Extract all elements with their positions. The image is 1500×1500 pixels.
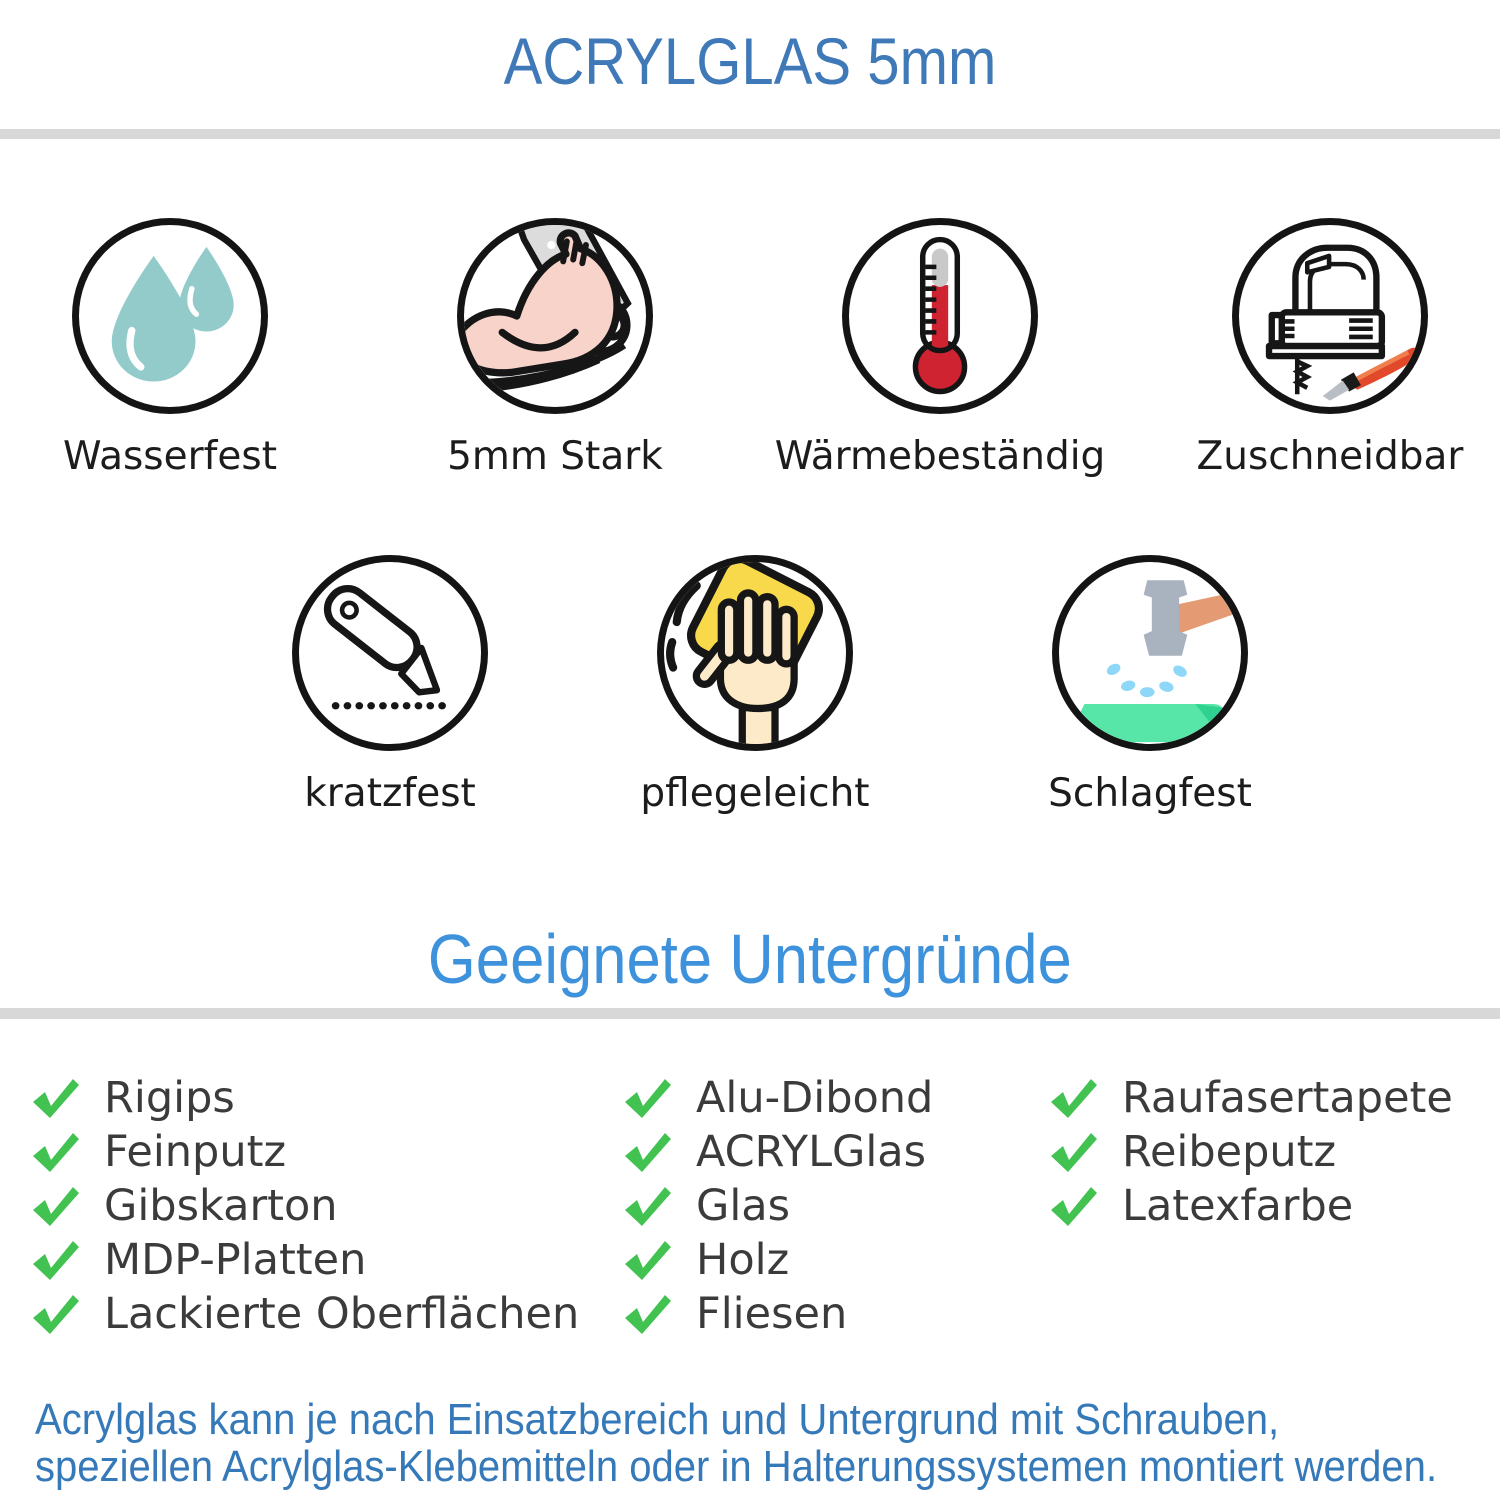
list-item-label: Reibeputz: [1122, 1127, 1337, 1177]
feature-wasserfest: Wasserfest: [0, 218, 340, 480]
feature-label: Wärmebeständig: [774, 434, 1106, 479]
list-item: Alu-Dibond: [622, 1071, 933, 1125]
checkmark-icon: [1051, 1079, 1097, 1118]
list-item: Fliesen: [622, 1287, 933, 1341]
checkmark-icon: [625, 1187, 671, 1226]
checkmark-icon: [625, 1241, 671, 1280]
feature-label: Schlagfest: [1048, 771, 1252, 816]
footer-line-1: Acrylglas kann je nach Einsatzbereich un…: [35, 1395, 1280, 1444]
list-item-label: Lackierte Oberflächen: [104, 1289, 580, 1339]
feature-label: 5mm Stark: [447, 434, 663, 479]
list-item: Lackierte Oberflächen: [30, 1287, 579, 1341]
list-item-label: ACRYLGlas: [696, 1127, 927, 1177]
feature-zuschneidbar: Zuschneidbar: [1160, 218, 1500, 480]
page-title-text: ACRYLGLAS 5mm: [503, 24, 997, 98]
divider-bottom: [0, 1008, 1500, 1019]
jigsaw-icon: [1232, 218, 1428, 414]
checkmark-icon: [625, 1295, 671, 1334]
utility-knife-icon: [292, 555, 488, 751]
checkmark-icon: [625, 1079, 671, 1118]
muscle-arm-icon: [457, 218, 653, 414]
list-item: Reibeputz: [1048, 1125, 1453, 1179]
list-item: MDP-Platten: [30, 1233, 579, 1287]
feature-label: pflegeleicht: [640, 771, 870, 816]
list-item: Latexfarbe: [1048, 1179, 1453, 1233]
list-item-label: Glas: [696, 1181, 791, 1231]
feature-pflegeleicht: pflegeleicht: [585, 555, 925, 817]
list-item: Glas: [622, 1179, 933, 1233]
list-item: Rigips: [30, 1071, 579, 1125]
hammer-icon: [1052, 555, 1248, 751]
list-item: Holz: [622, 1233, 933, 1287]
feature-schlagfest: Schlagfest: [980, 555, 1320, 817]
feature-label: Wasserfest: [63, 434, 277, 479]
footer-note: Acrylglas kann je nach Einsatzbereich un…: [35, 1396, 1500, 1490]
list-item: ACRYLGlas: [622, 1125, 933, 1179]
list-item-label: Latexfarbe: [1122, 1181, 1354, 1231]
feature-kratzfest: kratzfest: [220, 555, 560, 817]
page-title: ACRYLGLAS 5mm: [0, 24, 1500, 98]
section-title-substrates: Geeignete Untergründe: [0, 916, 1500, 1002]
list-item-label: Feinputz: [104, 1127, 287, 1177]
cleaning-hand-icon: [657, 555, 853, 751]
list-item-label: Rigips: [104, 1073, 235, 1123]
footer-line-2: speziellen Acrylglas-Klebemitteln oder i…: [35, 1442, 1438, 1491]
checkmark-icon: [33, 1187, 79, 1226]
thermometer-icon: [842, 218, 1038, 414]
substrates-column-3: Raufasertapete Reibeputz Latexfarbe: [1048, 1071, 1453, 1233]
checkmark-icon: [625, 1133, 671, 1172]
list-item-label: Holz: [696, 1235, 790, 1285]
divider-top: [0, 129, 1500, 139]
substrates-list: Rigips Feinputz Gibskarton MDP-Platten L…: [0, 1071, 1500, 1351]
list-item-label: Gibskarton: [104, 1181, 338, 1231]
checkmark-icon: [1051, 1187, 1097, 1226]
list-item-label: Fliesen: [696, 1289, 848, 1339]
checkmark-icon: [1051, 1133, 1097, 1172]
checkmark-icon: [33, 1241, 79, 1280]
substrates-column-1: Rigips Feinputz Gibskarton MDP-Platten L…: [30, 1071, 579, 1341]
feature-waermebestaendig: Wärmebeständig: [770, 218, 1110, 480]
checkmark-icon: [33, 1133, 79, 1172]
checkmark-icon: [33, 1295, 79, 1334]
list-item-label: Raufasertapete: [1122, 1073, 1453, 1123]
water-drops-icon: [72, 218, 268, 414]
list-item: Gibskarton: [30, 1179, 579, 1233]
substrates-column-2: Alu-Dibond ACRYLGlas Glas Holz Fliesen: [622, 1071, 933, 1341]
section-title-text: Geeignete Untergründe: [428, 920, 1072, 998]
feature-5mm-stark: 5mm Stark: [385, 218, 725, 480]
feature-label: kratzfest: [304, 771, 476, 816]
feature-label: Zuschneidbar: [1196, 434, 1464, 479]
list-item-label: Alu-Dibond: [696, 1073, 934, 1123]
checkmark-icon: [33, 1079, 79, 1118]
list-item: Feinputz: [30, 1125, 579, 1179]
list-item-label: MDP-Platten: [104, 1235, 367, 1285]
list-item: Raufasertapete: [1048, 1071, 1453, 1125]
